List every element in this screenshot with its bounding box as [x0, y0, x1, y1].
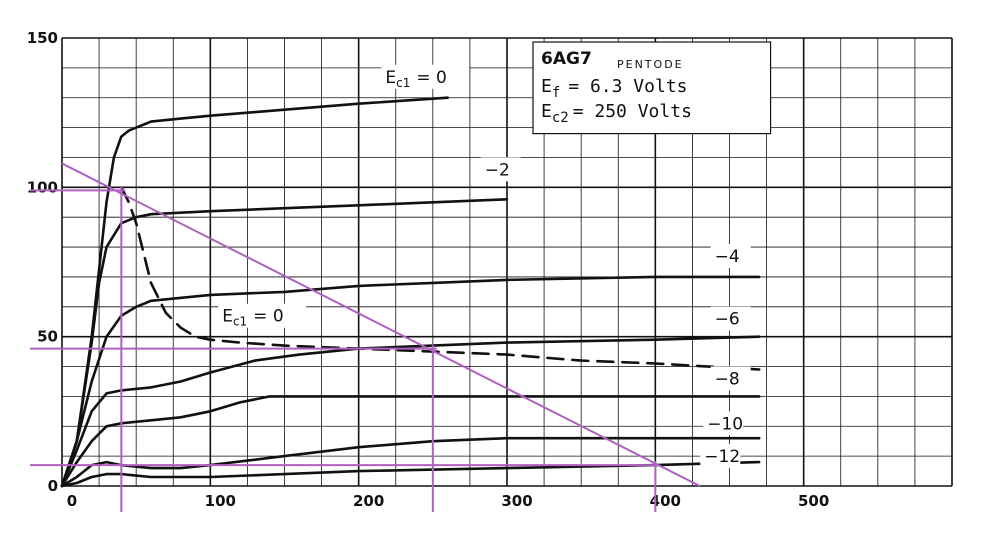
- filament-voltage: Ef = 6.3 Volts: [541, 76, 688, 101]
- x-tick-label: 100: [205, 492, 236, 510]
- tube-type: PENTODE: [617, 58, 684, 71]
- ec2-subscript: c2: [552, 110, 569, 126]
- x-tick-label: 200: [353, 492, 384, 510]
- y-tick-label: 150: [27, 29, 58, 47]
- curve-label-bg: [703, 411, 744, 436]
- curve-label-bg: [218, 303, 307, 328]
- x-tick-label: 300: [501, 492, 532, 510]
- curve-label: −4: [715, 247, 740, 267]
- plate-curve-6: [60, 460, 761, 488]
- plate-curve-1: [60, 198, 509, 488]
- curve-label-bg: [381, 64, 470, 89]
- curve-label-bg: [710, 366, 751, 391]
- x-tick-label: 0: [67, 492, 77, 510]
- plate-curve-4: [60, 395, 761, 488]
- load-line: [61, 162, 701, 487]
- load-line-overlay: [30, 162, 701, 512]
- y-tick-label: 50: [37, 328, 58, 346]
- curve-label: −10: [707, 414, 743, 434]
- curve-label: −12: [704, 447, 740, 467]
- plate-curve-3: [60, 335, 761, 488]
- x-tick-label: 400: [650, 492, 681, 510]
- characteristic-curves: [60, 96, 761, 488]
- ef-value: = 6.3 Volts: [568, 76, 687, 97]
- dashed-curve-ec1-0: [120, 186, 761, 371]
- curve-label-bg: [700, 444, 741, 469]
- x-tick-label: 500: [798, 492, 829, 510]
- curve-label: −2: [485, 160, 510, 180]
- curve-label: Ec1 = 0: [222, 307, 283, 329]
- tube-name: 6AG7: [541, 49, 592, 69]
- screen-voltage: Ec2 = 250 Volts: [541, 101, 692, 126]
- info-box-background: [532, 41, 772, 135]
- curve-label: −8: [715, 369, 740, 389]
- ef-subscript: f: [552, 85, 560, 101]
- ec2-symbol: E: [541, 101, 552, 122]
- x-tick-labels: 0 100 200 300 400 500: [67, 492, 830, 510]
- curve-label-bg: [710, 306, 751, 331]
- y-tick-labels: 0 50 100 150: [27, 29, 58, 495]
- curve-labels: Ec1 = 0 −2 −4 −6 −8 −10 −12 Ec1 = 0: [218, 64, 751, 469]
- y-tick-label: 0: [48, 477, 58, 495]
- curve-label: −6: [715, 310, 740, 330]
- info-box: 6AG7 PENTODE Ef = 6.3 Volts Ec2 = 250 Volt…: [532, 41, 772, 135]
- y-tick-label: 100: [27, 178, 58, 196]
- ef-symbol: E: [541, 76, 552, 97]
- curve-label-bg: [710, 244, 751, 268]
- curve-label: Ec1 = 0: [385, 68, 446, 90]
- plate-curve-2: [60, 275, 761, 488]
- grid-major: [61, 37, 953, 487]
- ec2-value: = 250 Volts: [573, 101, 692, 122]
- curve-label-bg: [480, 157, 521, 182]
